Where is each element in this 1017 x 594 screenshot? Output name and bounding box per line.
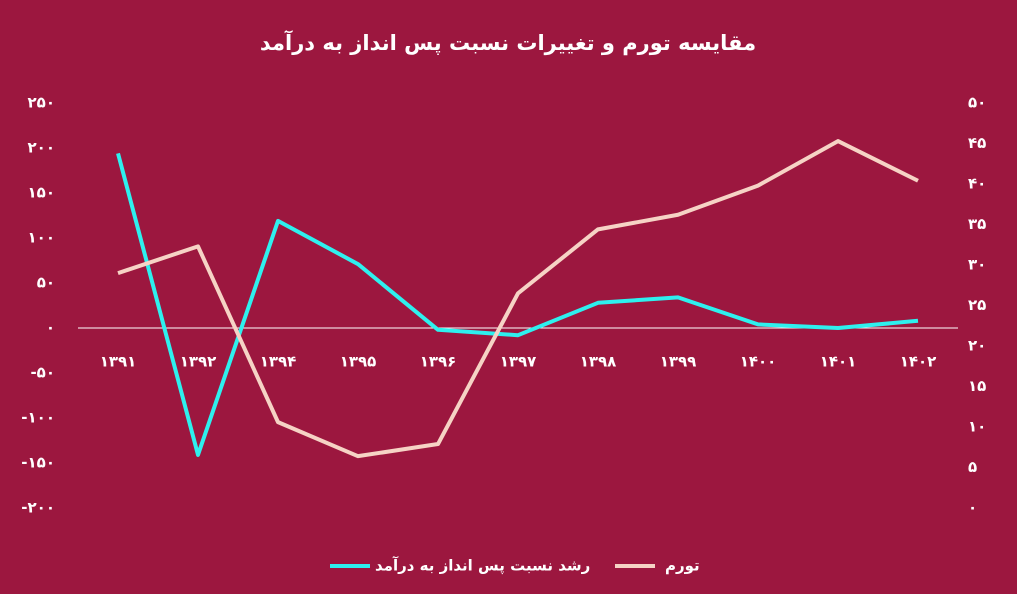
series-line bbox=[116, 152, 919, 457]
y-tick-label: -۵۰ bbox=[30, 364, 55, 382]
y2-tick-label: ۰ bbox=[968, 499, 977, 517]
legend-label: تورم bbox=[665, 557, 700, 575]
y2-tick-label: ۴۰ bbox=[968, 175, 986, 193]
y2-tick-label: ۵ bbox=[968, 458, 977, 476]
series-line bbox=[117, 139, 919, 459]
y2-tick-label: ۳۵ bbox=[968, 215, 986, 233]
y-tick-label: ۱۵۰ bbox=[28, 184, 55, 202]
x-tick-label: ۱۳۹۸ bbox=[580, 353, 617, 371]
y-tick-label: ۲۰۰ bbox=[28, 139, 55, 157]
x-tick-label: ۱۳۹۱ bbox=[100, 353, 137, 371]
y-tick-label: -۲۰۰ bbox=[21, 499, 55, 517]
x-tick-label: ۱۴۰۰ bbox=[740, 353, 777, 371]
y2-tick-label: ۲۵ bbox=[968, 296, 986, 314]
y2-tick-label: ۲۰ bbox=[968, 337, 986, 355]
x-tick-label: ۱۳۹۷ bbox=[500, 353, 537, 371]
y2-tick-label: ۱۵ bbox=[968, 377, 986, 395]
y-tick-label: ۰ bbox=[46, 319, 55, 337]
x-tick-label: ۱۳۹۶ bbox=[420, 353, 457, 371]
y-tick-label: -۱۵۰ bbox=[21, 454, 55, 472]
x-tick-label: ۱۴۰۲ bbox=[900, 353, 937, 371]
y-tick-label: -۱۰۰ bbox=[21, 409, 55, 427]
x-tick-label: ۱۳۹۹ bbox=[660, 353, 697, 371]
y-tick-label: ۲۵۰ bbox=[28, 94, 55, 112]
legend-label: رشد نسبت پس انداز به درآمد bbox=[375, 557, 590, 576]
y-tick-label: ۱۰۰ bbox=[28, 229, 55, 247]
chart-title: مقایسه تورم و تغییرات نسبت پس انداز به د… bbox=[260, 30, 756, 55]
y-tick-label: ۵۰ bbox=[37, 274, 55, 292]
y2-tick-label: ۳۰ bbox=[968, 256, 986, 274]
x-tick-label: ۱۳۹۴ bbox=[260, 353, 297, 371]
x-tick-label: ۱۴۰۱ bbox=[820, 353, 857, 371]
y2-tick-label: ۴۵ bbox=[968, 134, 986, 152]
y2-tick-label: ۵۰ bbox=[968, 94, 986, 112]
x-tick-label: ۱۳۹۵ bbox=[340, 353, 377, 371]
y2-tick-label: ۱۰ bbox=[968, 418, 986, 436]
x-tick-label: ۱۳۹۲ bbox=[180, 353, 217, 371]
